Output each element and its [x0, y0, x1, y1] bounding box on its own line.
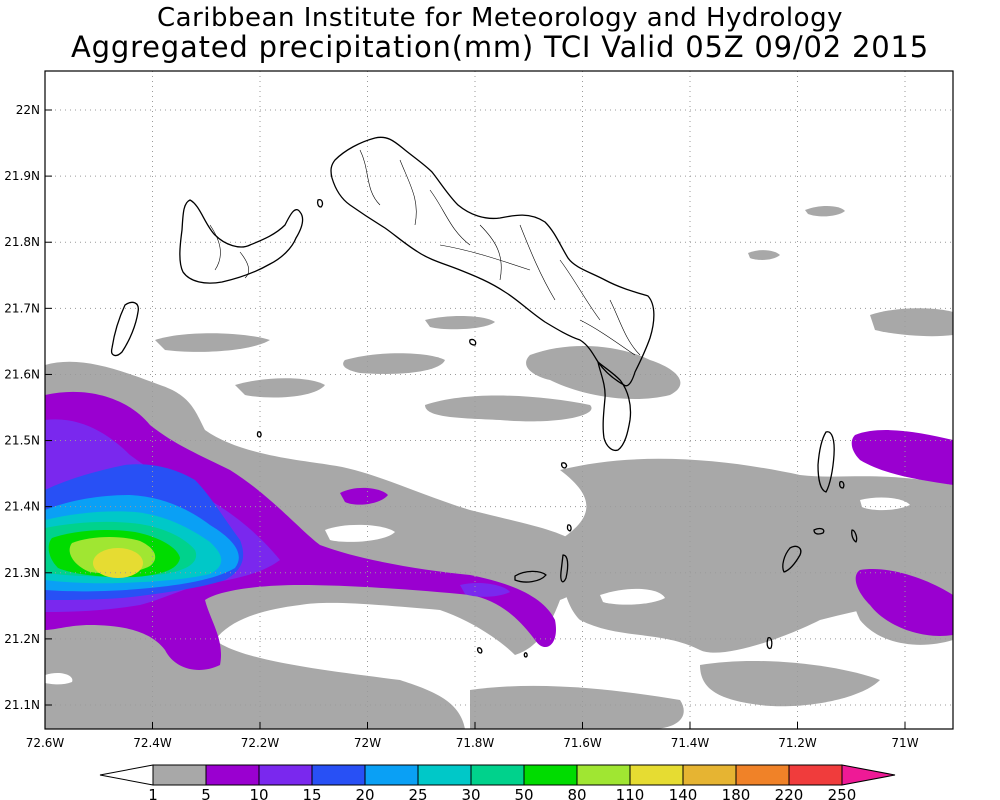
islet-outline — [469, 338, 477, 346]
colorbar-swatch — [364, 764, 419, 786]
lon-tick-label: 72.4W — [133, 736, 172, 750]
islet-outline — [523, 652, 528, 658]
product-title: Aggregated precipitation(mm) TCI Valid 0… — [71, 30, 929, 64]
colorbar-swatch — [629, 764, 684, 786]
islet-outline — [560, 462, 568, 469]
lon-tick-label: 71W — [891, 736, 918, 750]
colorbar-above-arrow — [841, 764, 896, 786]
islet-outline — [838, 480, 845, 489]
south-caicos-outline — [514, 570, 547, 583]
caicos-islands-outline — [179, 199, 304, 284]
colorbar-label: 250 — [828, 786, 857, 800]
colorbar-swatch — [735, 764, 790, 786]
lat-tick-label: 21.1N — [4, 698, 40, 712]
precipitation-field — [45, 205, 953, 729]
colorbar-swatch — [311, 764, 366, 786]
colorbar-swatch — [788, 764, 843, 786]
colorbar-label: 10 — [249, 786, 268, 800]
colorbar-label: 140 — [669, 786, 698, 800]
colorbar-swatch — [417, 764, 472, 786]
lat-tick-label: 21.9N — [4, 169, 40, 183]
lon-tick-label: 72.2W — [241, 736, 280, 750]
colorbar-label: 220 — [775, 786, 804, 800]
precip-clear-patches — [45, 467, 910, 685]
colorbar-below-arrow — [99, 764, 154, 786]
islet-outline — [256, 431, 262, 438]
lon-tick-label: 71.6W — [563, 736, 602, 750]
islet-outline — [476, 647, 483, 654]
precip-band-110-140 — [93, 548, 143, 578]
colorbar-swatch — [576, 764, 631, 786]
colorbar-label: 5 — [201, 786, 211, 800]
precip-band-5-10 — [45, 391, 953, 670]
lat-tick-label: 21.4N — [4, 500, 40, 514]
islet-outline — [851, 529, 858, 543]
lat-tick-label: 21.5N — [4, 434, 40, 448]
district-boundaries — [209, 149, 641, 356]
lon-tick-label: 71.4W — [671, 736, 710, 750]
lon-tick-label: 71.8W — [456, 736, 495, 750]
colorbar-label: 1 — [148, 786, 158, 800]
colorbar-label: 80 — [567, 786, 586, 800]
lat-tick-label: 21.2N — [4, 632, 40, 646]
colorbar: 1 5 10 15 20 25 30 50 80 110 140 180 220 250 — [99, 764, 896, 800]
north-caicos-outline — [330, 136, 655, 387]
institute-title: Caribbean Institute for Meteorology and … — [157, 3, 843, 33]
plot-frame — [44, 70, 954, 730]
lat-tick-label: 21.7N — [4, 301, 40, 315]
islet-outline — [566, 524, 572, 532]
colorbar-swatch — [258, 764, 313, 786]
lon-tick-label: 72W — [354, 736, 381, 750]
colorbar-label: 180 — [722, 786, 751, 800]
axis-ticks: 72.6W 72.4W 72.2W 72W 71.8W 71.6W 71.4W 71.2W 71… — [4, 103, 918, 750]
lat-tick-label: 21.8N — [4, 235, 40, 249]
grand-turk-outline — [817, 431, 835, 493]
coastlines — [110, 136, 858, 658]
colorbar-swatch — [682, 764, 737, 786]
colorbar-label: 110 — [616, 786, 645, 800]
islet-outline — [316, 198, 324, 208]
lat-tick-label: 21.3N — [4, 566, 40, 580]
islet-outline — [813, 527, 825, 535]
colorbar-swatch — [523, 764, 578, 786]
east-caicos-outline — [597, 361, 632, 452]
ambergris-cay-outline — [766, 636, 773, 650]
colorbar-swatch — [205, 764, 260, 786]
lon-tick-label: 71.2W — [778, 736, 817, 750]
lon-tick-label: 72.6W — [26, 736, 65, 750]
colorbar-label: 30 — [461, 786, 480, 800]
colorbar-swatch — [470, 764, 525, 786]
west-caicos-outline — [110, 301, 139, 357]
lat-tick-label: 22N — [16, 103, 40, 117]
colorbar-swatch — [152, 764, 207, 786]
colorbar-label: 25 — [408, 786, 427, 800]
salt-cay-outline — [782, 545, 802, 573]
map-titles: Caribbean Institute for Meteorology and … — [0, 4, 1000, 63]
colorbar-label: 50 — [514, 786, 533, 800]
long-cay-outline — [560, 554, 569, 583]
colorbar-label: 20 — [355, 786, 374, 800]
colorbar-label: 15 — [302, 786, 321, 800]
lat-tick-label: 21.6N — [4, 367, 40, 381]
